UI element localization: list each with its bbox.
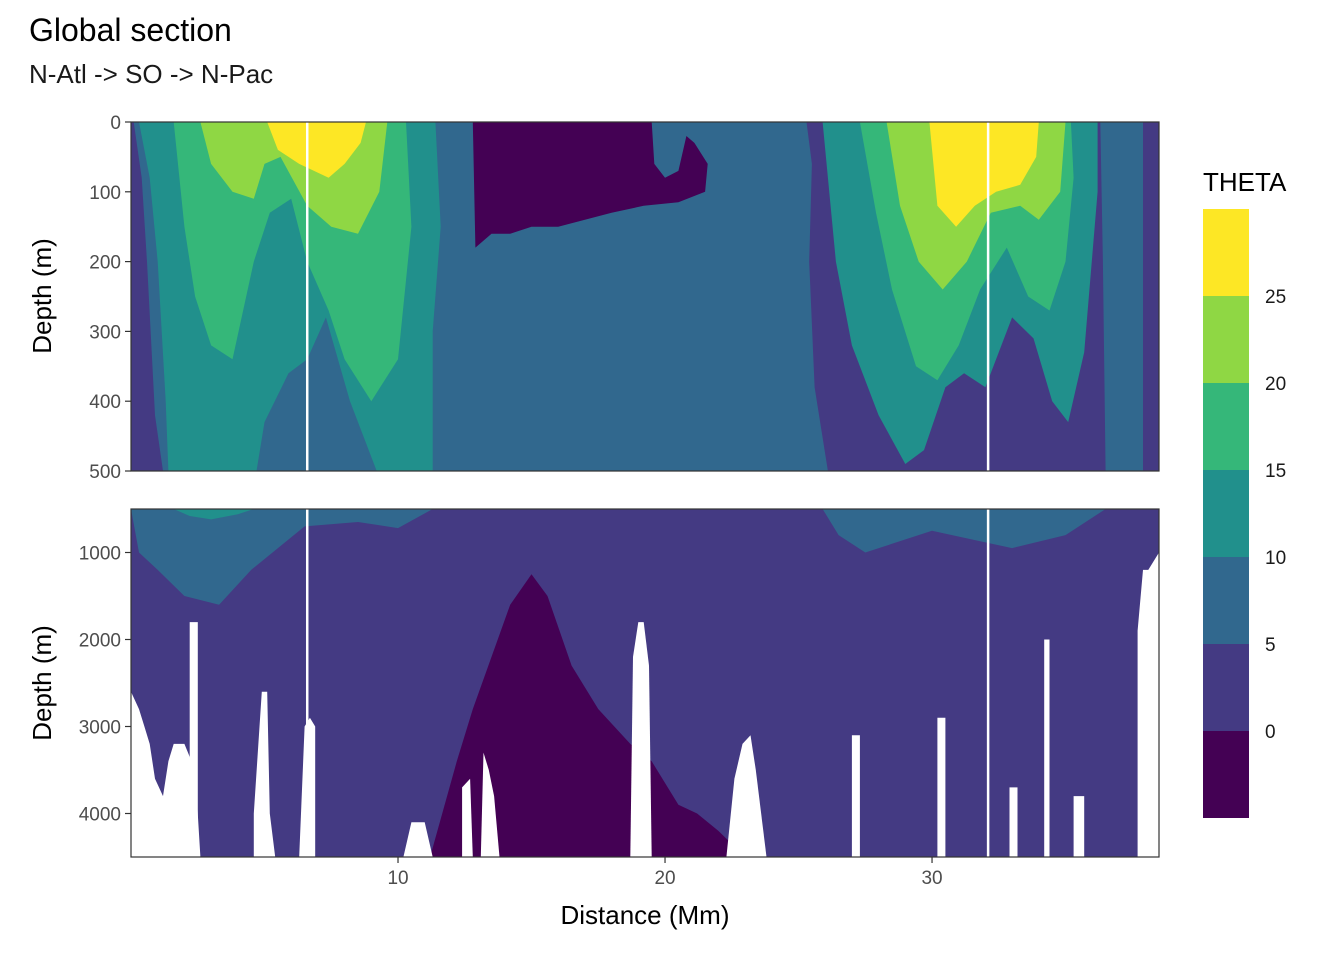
seafloor-gap xyxy=(1137,552,1159,857)
legend-colorbar xyxy=(1203,209,1249,818)
x-tick-label: 20 xyxy=(654,868,675,889)
y-tick-label: 500 xyxy=(89,462,121,483)
legend-title: THETA xyxy=(1203,167,1287,197)
seafloor-gap xyxy=(403,822,433,857)
seafloor-gap xyxy=(462,778,473,857)
contour-band-25 xyxy=(929,122,1039,227)
y-tick-label: 1000 xyxy=(79,544,121,565)
legend-break-label: 15 xyxy=(1265,461,1286,482)
contour-band-below-0 xyxy=(472,122,708,248)
seafloor-gap xyxy=(630,622,652,857)
legend-swatch-20 xyxy=(1203,296,1249,383)
seafloor-gap xyxy=(726,735,767,857)
legend-break-label: 20 xyxy=(1265,374,1286,395)
upper-panel: 0 100 200 300 400 500 xyxy=(89,113,1160,483)
y-tick-label: 4000 xyxy=(79,805,121,826)
legend-break-label: 5 xyxy=(1265,635,1276,656)
lower-panel-topography-gaps xyxy=(131,552,1159,857)
x-tick-label: 30 xyxy=(921,868,942,889)
seafloor-gap xyxy=(253,691,276,857)
chart-title: Global section xyxy=(29,12,232,48)
legend: THETA 25 20 15 10 5 0 xyxy=(1203,167,1287,818)
upper-panel-border xyxy=(130,121,1160,472)
seafloor-gap xyxy=(480,752,500,857)
contour-band-10 xyxy=(173,509,254,520)
y-tick-label: 100 xyxy=(89,183,121,204)
seafloor-gap xyxy=(1044,639,1050,857)
y-tick-label: 0 xyxy=(110,113,121,134)
y-tick-label: 400 xyxy=(89,392,121,413)
seafloor-gap xyxy=(937,717,946,857)
legend-break-label: 10 xyxy=(1265,548,1286,569)
y-tick-label: 2000 xyxy=(79,631,121,652)
lower-panel-y-axis: 1000 2000 3000 4000 xyxy=(79,544,131,826)
contour-band-below-0 xyxy=(430,574,746,857)
x-tick-label: 10 xyxy=(387,868,408,889)
contour-band-25 xyxy=(267,122,366,178)
contour-band-5 xyxy=(822,509,1106,553)
lower-y-axis-title: Depth (m) xyxy=(27,625,57,741)
legend-swatch-5 xyxy=(1203,557,1249,644)
chart-subtitle: N-Atl -> SO -> N-Pac xyxy=(29,59,273,89)
x-axis-title: Distance (Mm) xyxy=(560,900,729,930)
upper-panel-y-axis: 0 100 200 300 400 500 xyxy=(89,113,131,483)
contour-band-5 xyxy=(1100,122,1143,471)
lower-panel-section-marks xyxy=(305,509,990,857)
seafloor-gap xyxy=(131,691,201,857)
upper-y-axis-title: Depth (m) xyxy=(27,238,57,354)
lower-panel: 1000 2000 3000 4000 xyxy=(79,508,1160,858)
upper-panel-contours xyxy=(131,122,1159,471)
legend-swatch-25 xyxy=(1203,209,1249,296)
legend-labels: 25 20 15 10 5 0 xyxy=(1265,287,1286,743)
seafloor-gap xyxy=(1073,796,1085,857)
legend-swatch-10 xyxy=(1203,470,1249,557)
contour-band-5 xyxy=(131,509,433,605)
legend-break-label: 0 xyxy=(1265,722,1276,743)
legend-swatch--5 xyxy=(1203,731,1249,818)
y-tick-label: 300 xyxy=(89,322,121,343)
upper-panel-section-marks xyxy=(305,122,990,471)
y-tick-label: 3000 xyxy=(79,718,121,739)
lower-panel-border xyxy=(130,508,1160,858)
y-tick-label: 200 xyxy=(89,253,121,274)
seafloor-gap xyxy=(851,735,860,857)
seafloor-gap xyxy=(1009,787,1018,857)
x-axis: 10 20 30 xyxy=(387,857,943,889)
legend-break-label: 25 xyxy=(1265,287,1286,308)
seafloor-gap xyxy=(189,622,198,857)
legend-swatch-15 xyxy=(1203,383,1249,470)
legend-swatch-0 xyxy=(1203,644,1249,731)
